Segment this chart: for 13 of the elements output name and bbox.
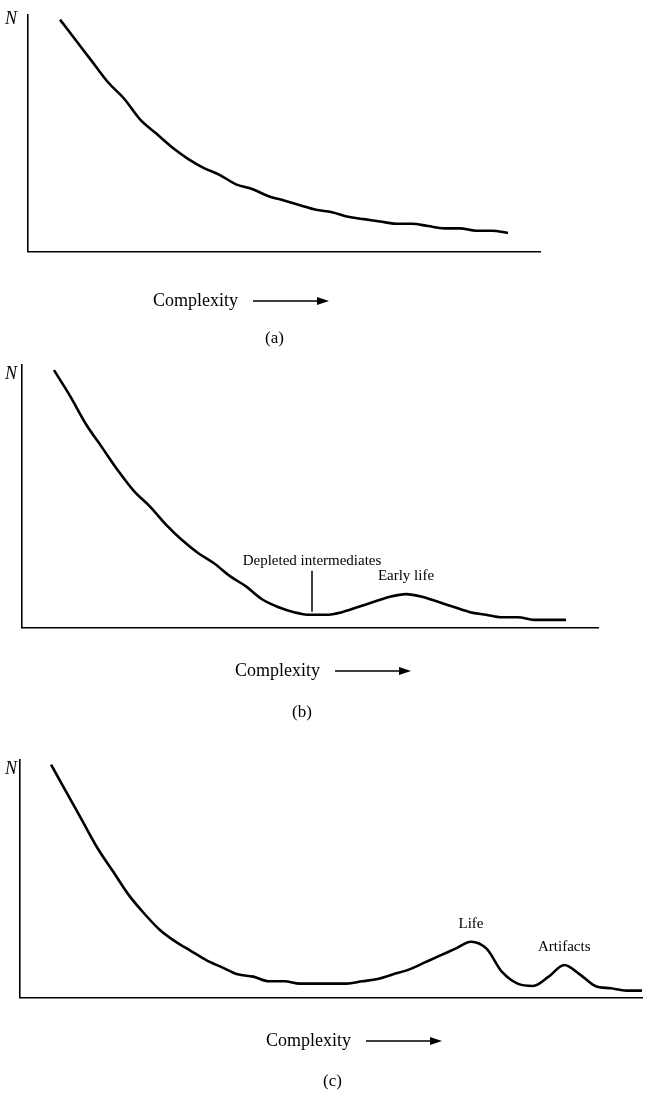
annotation: Life (458, 914, 484, 931)
x-axis-title: Complexity (235, 660, 320, 681)
x-axis-title: Complexity (266, 1030, 351, 1051)
y-axis-title: N (5, 758, 18, 779)
text: (b) (292, 702, 312, 722)
annotation: Artifacts (538, 937, 591, 954)
x-axis-title: Complexity (153, 290, 238, 311)
annotation: Early life (377, 567, 435, 584)
text: (a) (265, 328, 284, 348)
text: (c) (323, 1071, 342, 1091)
y-axis-title: N (5, 363, 18, 384)
annotation: Depleted intermediates (242, 551, 382, 568)
y-axis-title: N (5, 8, 18, 29)
